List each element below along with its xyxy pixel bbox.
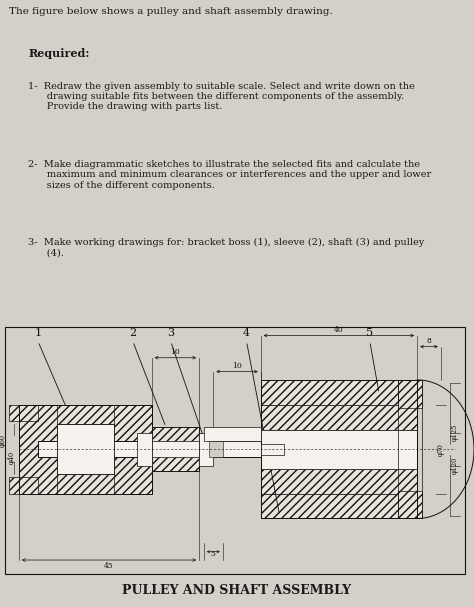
Text: 10: 10 [171,348,180,356]
Text: 1: 1 [34,328,42,338]
Text: 1-  Redraw the given assembly to suitable scale. Select and write down on the
  : 1- Redraw the given assembly to suitable… [28,81,415,111]
Bar [114,405,152,493]
Bar [38,441,417,458]
Bar [261,405,299,430]
Text: 5: 5 [211,551,216,558]
Bar [9,405,38,421]
Text: 40: 40 [334,326,344,334]
Bar [261,430,417,469]
Text: φ60: φ60 [0,435,6,447]
Text: 10: 10 [232,362,242,370]
Bar [19,474,152,493]
Text: 3-  Make working drawings for: bracket boss (1), sleeve (2), shaft (3) and pulle: 3- Make working drawings for: bracket bo… [28,238,425,257]
Text: φ125: φ125 [451,424,459,441]
Bar [19,405,152,493]
Text: 3: 3 [167,328,174,338]
Text: PULLEY AND SHAFT ASSEMBLY: PULLEY AND SHAFT ASSEMBLY [122,584,352,597]
Bar [152,441,199,458]
Bar [398,380,422,518]
Text: φ70: φ70 [437,443,445,456]
Bar [374,405,417,493]
Bar [261,469,417,493]
Text: φ50: φ50 [356,443,364,456]
Bar [9,477,38,493]
Text: φ30: φ30 [86,443,94,456]
Text: Required:: Required: [28,47,90,59]
Bar [152,452,199,472]
Bar [261,469,299,493]
Bar [19,405,152,424]
Bar [57,424,114,474]
Text: φ38: φ38 [333,443,340,456]
Bar [152,427,199,472]
Bar [261,430,417,469]
Bar [19,405,57,493]
Text: The figure below shows a pulley and shaft assembly drawing.: The figure below shows a pulley and shaf… [9,7,333,16]
Bar [261,444,284,455]
Text: 45: 45 [104,562,114,570]
Bar [152,427,199,446]
Bar [261,405,299,493]
Bar [261,493,417,518]
Text: φ120: φ120 [451,457,459,475]
Text: 2-  Make diagrammatic sketches to illustrate the selected fits and calculate the: 2- Make diagrammatic sketches to illustr… [28,160,432,189]
Text: 8: 8 [427,337,431,345]
Bar [209,441,223,458]
Text: 5: 5 [366,328,374,338]
Text: 2: 2 [129,328,137,338]
Text: φ40: φ40 [295,443,302,456]
Text: φ46: φ46 [172,443,179,456]
Bar [261,380,417,518]
Bar [199,433,213,466]
Bar [398,490,422,518]
Text: 5: 5 [230,432,235,439]
Text: φ40: φ40 [8,451,16,464]
Bar [261,405,417,430]
Bar [261,380,417,405]
Text: 4: 4 [243,328,250,338]
Bar [137,433,152,466]
Bar [204,427,261,441]
Bar [398,380,422,408]
